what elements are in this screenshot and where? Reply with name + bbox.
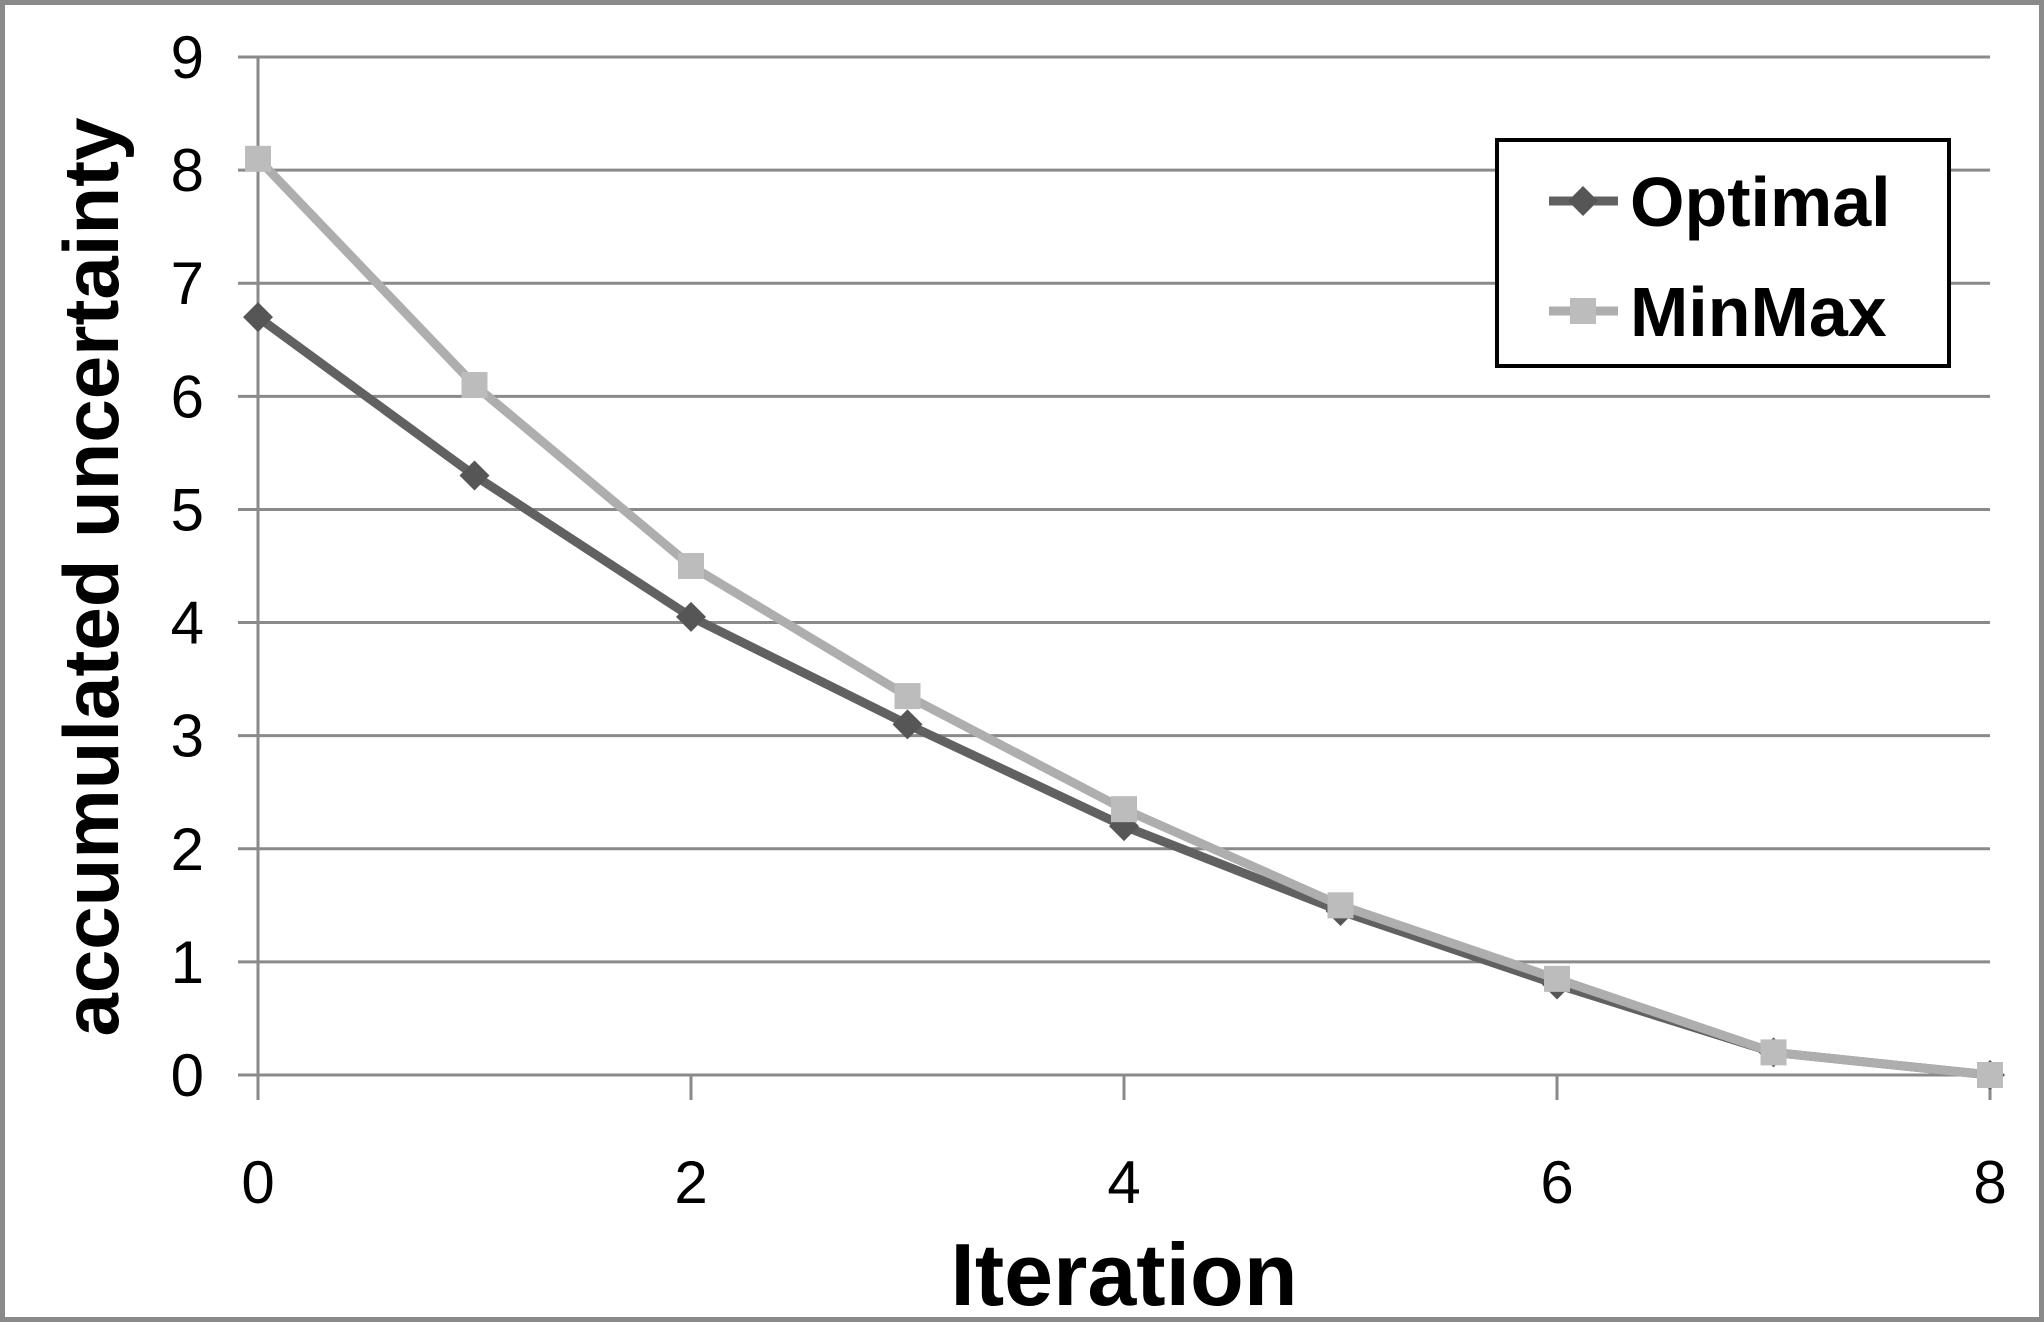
- data-point-optimal-x3: [892, 709, 923, 740]
- data-point-minmax-x1: [461, 372, 488, 399]
- x-tick-label-6: 6: [1540, 1149, 1573, 1216]
- series-layer: [243, 145, 2005, 1090]
- x-tick-label-2: 2: [674, 1149, 707, 1216]
- data-point-optimal-x0: [243, 302, 273, 333]
- data-point-minmax-x2: [678, 553, 704, 579]
- minmax-square-marker-icon: [1570, 298, 1596, 324]
- y-tick-label-6: 6: [171, 363, 204, 430]
- data-point-minmax-x5: [1327, 892, 1354, 919]
- y-tick-label-3: 3: [171, 703, 204, 770]
- y-axis-title: accumulated uncertainty: [47, 118, 135, 1037]
- legend-label-minmax: MinMax: [1630, 273, 1887, 351]
- legend-box: [1495, 138, 1951, 368]
- x-tick-label-8: 8: [1973, 1149, 2006, 1216]
- y-tick-label-1: 1: [171, 929, 204, 996]
- y-tick-label-5: 5: [171, 476, 204, 543]
- data-point-minmax-x6: [1544, 965, 1570, 992]
- y-tick-label-8: 8: [171, 137, 204, 204]
- y-tick-label-2: 2: [171, 816, 204, 883]
- data-point-minmax-x8: [1977, 1062, 2003, 1088]
- data-point-minmax-x0: [245, 145, 271, 172]
- data-point-minmax-x3: [894, 683, 921, 710]
- y-tick-label-4: 4: [171, 590, 204, 657]
- data-point-minmax-x7: [1760, 1039, 1787, 1066]
- axes-layer: [256, 57, 1992, 1100]
- optimal-diamond-marker-icon: [1568, 186, 1598, 216]
- y-tick-label-9: 9: [171, 24, 204, 91]
- legend: Optimal MinMax: [1495, 138, 1951, 368]
- x-tick-label-0: 0: [241, 1149, 274, 1216]
- tick-labels-layer: 0 1 2 3 4 5 6 7 8 9 0 2 4 6 8: [171, 24, 2007, 1216]
- data-point-optimal-x1: [459, 460, 490, 491]
- y-tick-label-0: 0: [171, 1042, 204, 1109]
- legend-label-optimal: Optimal: [1630, 163, 1891, 241]
- y-tick-label-7: 7: [171, 250, 204, 317]
- x-tick-label-4: 4: [1107, 1149, 1140, 1216]
- x-axis-title: Iteration: [950, 1225, 1297, 1322]
- data-point-minmax-x4: [1111, 796, 1137, 823]
- data-point-optimal-x2: [676, 601, 706, 632]
